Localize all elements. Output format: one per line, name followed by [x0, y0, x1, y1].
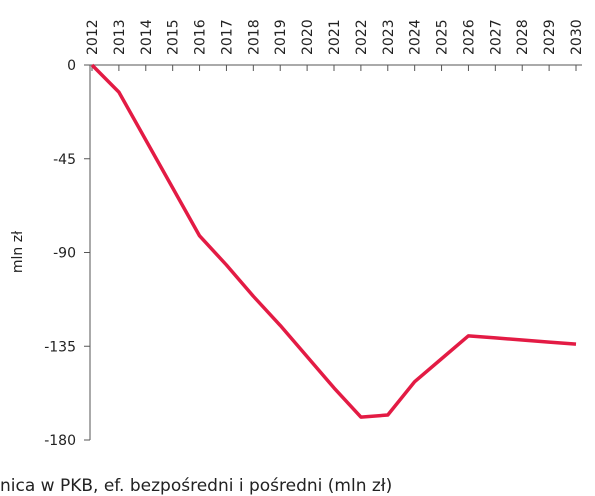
y-tick-label: -135: [44, 339, 76, 355]
x-tick-label: 2028: [515, 19, 531, 55]
x-tick-label: 2016: [193, 19, 209, 55]
x-tick-label: 2021: [327, 19, 343, 55]
x-tick-label: 2030: [569, 19, 585, 55]
y-tick-label: -90: [53, 246, 76, 262]
y-tick-label: 0: [67, 58, 76, 74]
y-axis-label: mln zł: [10, 231, 26, 273]
x-tick-label: 2020: [300, 19, 316, 55]
line-series: [90, 63, 577, 419]
x-tick-label: 2023: [381, 19, 397, 55]
x-tick-label: 2022: [354, 19, 370, 55]
x-tick-label: 2015: [166, 19, 182, 55]
caption: nica w PKB, ef. bezpośredni i pośredni (…: [0, 476, 392, 496]
y-tick-label: -180: [44, 433, 76, 449]
x-tick-label: 2024: [408, 19, 424, 55]
x-tick-label: 2019: [273, 19, 289, 55]
x-tick-label: 2027: [488, 19, 504, 55]
x-tick-label: 2017: [219, 19, 235, 55]
x-tick-label: 2029: [542, 19, 558, 55]
x-tick-label: 2012: [85, 19, 101, 55]
y-tick-label: -45: [53, 152, 76, 168]
x-tick-label: 2018: [246, 19, 262, 55]
x-tick-label: 2026: [461, 19, 477, 55]
x-tick-label: 2025: [435, 19, 451, 55]
x-tick-label: 2014: [139, 19, 155, 55]
x-tick-label: 2013: [112, 19, 128, 55]
